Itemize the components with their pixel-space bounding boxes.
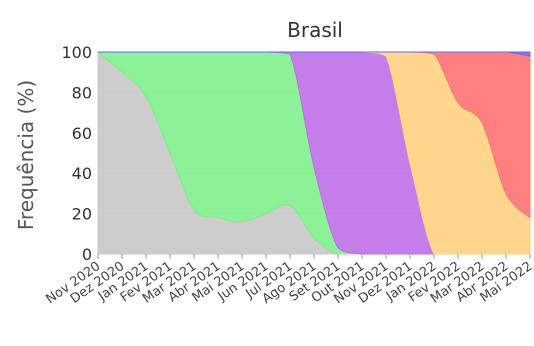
series-areas	[96, 50, 531, 255]
y-tick-label: 20	[72, 205, 92, 224]
chart-title: Brasil	[287, 18, 343, 42]
y-tick-label: 40	[72, 164, 92, 183]
y-tick-label: 80	[72, 83, 92, 102]
y-tick-label: 100	[61, 43, 92, 62]
y-axis-label: Frequência (%)	[14, 80, 38, 230]
series-area-6	[97, 51, 531, 57]
y-tick-label: 0	[82, 245, 92, 264]
y-tick-label: 60	[72, 124, 92, 143]
